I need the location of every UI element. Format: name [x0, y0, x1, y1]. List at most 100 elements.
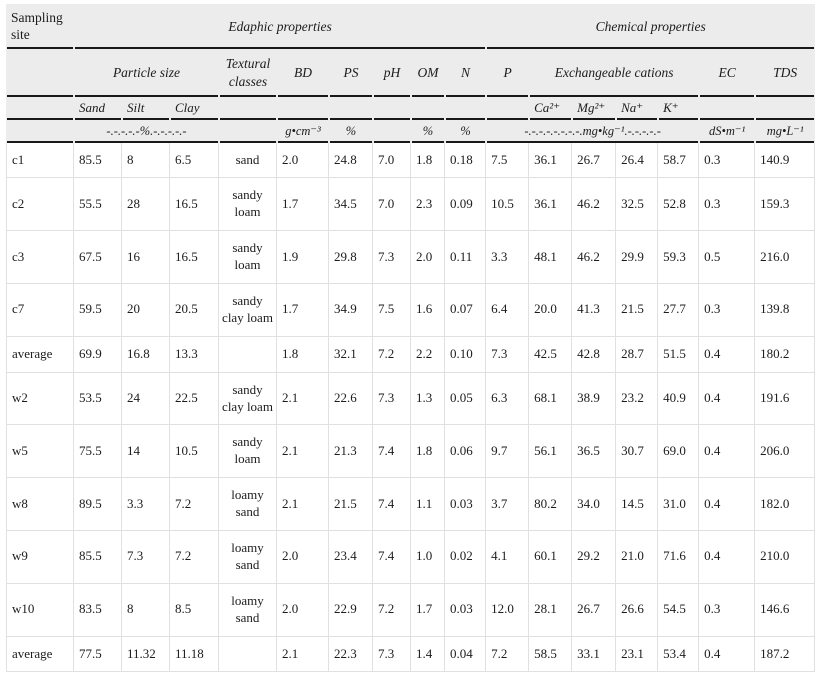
cell-na: 30.7 — [616, 425, 659, 479]
table-body: c1 85.5 8 6.5 sand 2.0 24.8 7.0 1.8 0.18 7.5 36.1 26… — [6, 142, 816, 673]
col-group-exchangeable-cations: Exchangeable cations — [529, 48, 700, 97]
cell-ca: 28.1 — [529, 583, 573, 637]
cell-bd: 1.9 — [277, 231, 329, 284]
cell-ps: 34.9 — [329, 283, 373, 337]
header-row-columns: Sand Silt Clay Ca²⁺ Mg²⁺ Na⁺ K⁺ — [6, 96, 816, 120]
cell-tds: 146.6 — [755, 583, 816, 637]
header-spacer — [6, 119, 74, 143]
cell-sand: 85.5 — [74, 531, 122, 584]
cell-p: 7.3 — [486, 336, 530, 373]
cell-k: 52.8 — [658, 178, 700, 232]
cell-site: w9 — [6, 531, 74, 584]
cell-p: 9.7 — [486, 425, 530, 479]
cell-ph: 7.0 — [373, 142, 411, 179]
cell-om: 2.3 — [411, 178, 445, 232]
header-spacer — [755, 96, 816, 120]
cell-mg: 33.1 — [572, 636, 617, 673]
cell-bd: 2.0 — [277, 531, 329, 584]
table-row: w2 53.5 24 22.5 sandy clay loam 2.1 22.6 7.3 1.3… — [6, 372, 816, 426]
cell-p: 7.2 — [486, 636, 530, 673]
cell-clay: 20.5 — [170, 283, 219, 337]
unit-n: % — [445, 119, 487, 143]
cell-p: 10.5 — [486, 178, 530, 232]
cell-bd: 1.7 — [277, 283, 329, 337]
col-header-clay: Clay — [170, 96, 219, 120]
cell-ec: 0.4 — [699, 531, 756, 584]
cell-ca: 20.0 — [529, 283, 573, 337]
cell-ps: 22.6 — [329, 372, 373, 426]
cell-tds: 140.9 — [755, 142, 816, 179]
cell-k: 27.7 — [658, 283, 700, 337]
cell-tds: 182.0 — [755, 478, 816, 531]
cell-om: 1.6 — [411, 283, 445, 337]
unit-om: % — [411, 119, 445, 143]
col-group-chemical-properties: Chemical properties — [486, 4, 816, 49]
unit-tds: mg•L⁻¹ — [755, 119, 816, 143]
cell-tds: 139.8 — [755, 283, 816, 337]
cell-tds: 216.0 — [755, 231, 816, 284]
cell-site: average — [6, 336, 74, 373]
cell-ph: 7.5 — [373, 283, 411, 337]
cell-p: 6.3 — [486, 372, 530, 426]
cell-ca: 80.2 — [529, 478, 573, 531]
unit-ps: % — [329, 119, 373, 143]
cell-k: 54.5 — [658, 583, 700, 637]
cell-ph: 7.3 — [373, 231, 411, 284]
cell-k: 53.4 — [658, 636, 700, 673]
cell-ps: 29.8 — [329, 231, 373, 284]
cell-ca: 36.1 — [529, 178, 573, 232]
cell-bd: 1.8 — [277, 336, 329, 373]
cell-mg: 34.0 — [572, 478, 617, 531]
cell-textural-class: sandy clay loam — [219, 372, 277, 426]
cell-textural-class: sandy clay loam — [219, 283, 277, 337]
cell-clay: 10.5 — [170, 425, 219, 479]
unit-ec: dS•m⁻¹ — [699, 119, 756, 143]
cell-om: 1.0 — [411, 531, 445, 584]
cell-sand: 83.5 — [74, 583, 122, 637]
table-row: c3 67.5 16 16.5 sandy loam 1.9 29.8 7.3 2.0 0.11 3… — [6, 231, 816, 284]
cell-silt: 8 — [122, 142, 170, 179]
cell-textural-class — [219, 636, 277, 673]
cell-ec: 0.3 — [699, 178, 756, 232]
header-spacer — [373, 119, 411, 143]
cell-silt: 16.8 — [122, 336, 170, 373]
cell-clay: 6.5 — [170, 142, 219, 179]
cell-ph: 7.4 — [373, 425, 411, 479]
cell-k: 71.6 — [658, 531, 700, 584]
col-header-mg: Mg²⁺ — [572, 96, 617, 120]
cell-bd: 2.0 — [277, 142, 329, 179]
cell-silt: 14 — [122, 425, 170, 479]
col-header-p: P — [486, 48, 530, 97]
cell-site: w5 — [6, 425, 74, 479]
cell-bd: 2.1 — [277, 478, 329, 531]
cell-sand: 89.5 — [74, 478, 122, 531]
cell-bd: 2.1 — [277, 372, 329, 426]
cell-ps: 24.8 — [329, 142, 373, 179]
cell-sand: 67.5 — [74, 231, 122, 284]
cell-ph: 7.0 — [373, 178, 411, 232]
cell-om: 2.2 — [411, 336, 445, 373]
cell-tds: 159.3 — [755, 178, 816, 232]
cell-k: 51.5 — [658, 336, 700, 373]
cell-mg: 46.2 — [572, 178, 617, 232]
cell-ca: 36.1 — [529, 142, 573, 179]
header-row-groups: Sampling site Edaphic properties Chemica… — [6, 4, 816, 49]
cell-clay: 7.2 — [170, 478, 219, 531]
cell-site: w8 — [6, 478, 74, 531]
cell-silt: 8 — [122, 583, 170, 637]
table-row: average 77.5 11.32 11.18 2.1 22.3 7.3 1.4 0.04 7.… — [6, 636, 816, 673]
cell-mg: 42.8 — [572, 336, 617, 373]
cell-n: 0.03 — [445, 583, 487, 637]
table-row: c7 59.5 20 20.5 sandy clay loam 1.7 34.9 7.5 1.6… — [6, 283, 816, 337]
cell-om: 1.3 — [411, 372, 445, 426]
header-spacer — [6, 48, 74, 97]
cell-site: c1 — [6, 142, 74, 179]
col-header-ca: Ca²⁺ — [529, 96, 573, 120]
cell-site: w10 — [6, 583, 74, 637]
cell-textural-class: sandy loam — [219, 231, 277, 284]
unit-particle-size: -.-.-.-.-%.-.-.-.-.- — [74, 119, 219, 143]
cell-ph: 7.2 — [373, 336, 411, 373]
cell-clay: 7.2 — [170, 531, 219, 584]
col-header-ec: EC — [699, 48, 756, 97]
cell-mg: 36.5 — [572, 425, 617, 479]
